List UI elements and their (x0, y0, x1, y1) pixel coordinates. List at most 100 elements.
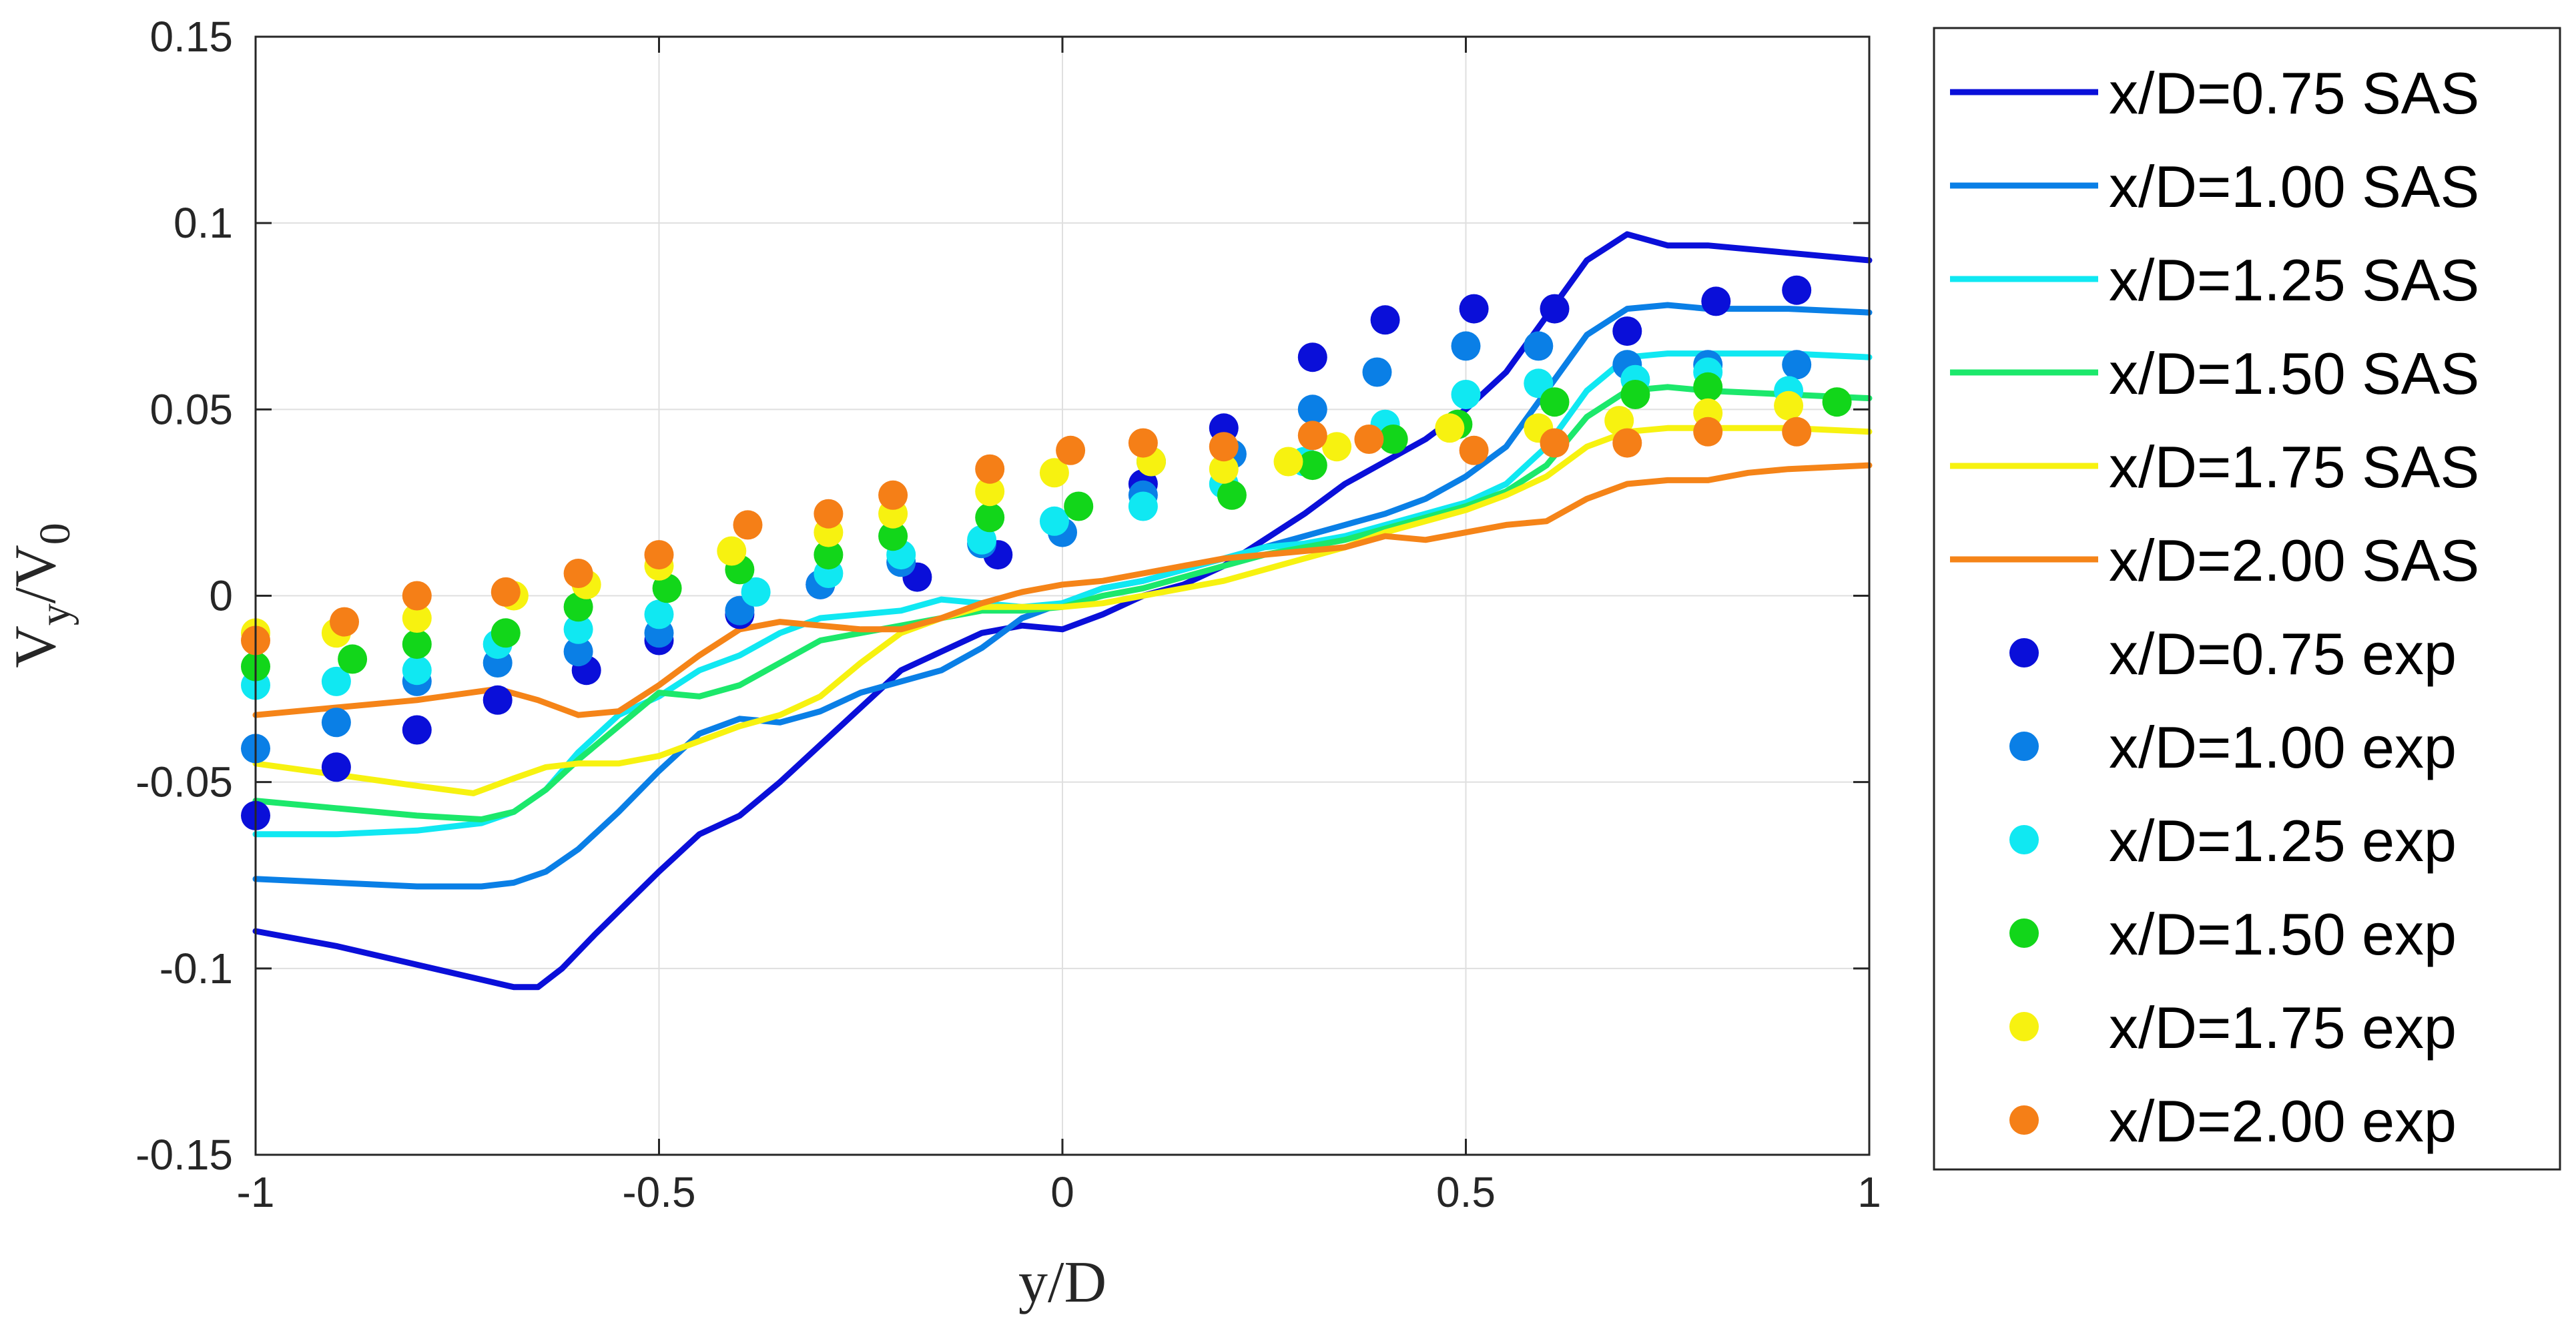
legend-swatch-marker (2009, 918, 2039, 948)
data-point (563, 637, 593, 667)
data-point (1056, 435, 1086, 465)
data-point (1524, 331, 1554, 361)
legend-swatch-marker (2009, 1105, 2039, 1135)
data-point (330, 607, 359, 637)
legend-label: x/D=1.75 exp (2109, 995, 2457, 1061)
data-point (644, 599, 674, 629)
legend-label: x/D=2.00 SAS (2109, 527, 2479, 593)
data-point (1209, 454, 1239, 484)
data-point (975, 477, 1005, 507)
series-12 (241, 417, 1812, 655)
legend-entry: x/D=2.00 exp (2009, 1088, 2457, 1154)
series-6 (252, 462, 1873, 718)
data-point (878, 521, 908, 551)
data-point (1039, 458, 1069, 488)
data-point (402, 715, 432, 745)
data-point (733, 510, 763, 540)
data-point (321, 752, 351, 782)
data-point (1774, 390, 1804, 421)
data-point (491, 618, 521, 648)
data-point (975, 503, 1005, 533)
x-axis-title: y/D (1018, 1250, 1106, 1315)
data-point (814, 499, 844, 529)
legend-label: x/D=1.75 SAS (2109, 434, 2479, 500)
y-tick-label: 0.1 (174, 199, 233, 247)
legend-entry: x/D=0.75 SAS (1950, 60, 2479, 126)
y-tick-label: -0.1 (159, 945, 233, 993)
data-point (1217, 480, 1247, 510)
legend-entry: x/D=1.25 SAS (1950, 247, 2479, 313)
legend-label: x/D=0.75 exp (2109, 621, 2457, 687)
legend: x/D=0.75 SAS x/D=1.00 SAS x/D=1.25 SAS x/D=… (1933, 27, 2561, 1171)
legend-swatch-marker (2009, 825, 2039, 854)
data-point (1459, 294, 1489, 324)
data-point (491, 577, 521, 607)
axes-layer (254, 35, 1871, 1156)
data-point (1693, 417, 1723, 447)
legend-label: x/D=0.75 SAS (2109, 60, 2479, 126)
data-point (1128, 428, 1158, 458)
data-point (1362, 357, 1392, 387)
legend-swatch-marker (2009, 1012, 2039, 1041)
data-point (1604, 406, 1634, 436)
legend-entry: x/D=1.00 exp (2009, 714, 2457, 780)
data-point (1039, 506, 1069, 536)
y-axis-title-mid: /V (3, 545, 68, 603)
y-axis-title-main: V (3, 625, 68, 668)
data-point (717, 536, 747, 566)
x-tick-label: 0 (1050, 1168, 1074, 1216)
y-tick-label: -0.15 (135, 1131, 233, 1179)
data-point (967, 525, 997, 555)
data-point (402, 603, 432, 633)
data-point (1297, 342, 1327, 372)
y-tick-label: 0.05 (149, 385, 233, 433)
data-point (1693, 372, 1723, 402)
legend-entry: x/D=1.50 SAS (1950, 340, 2479, 407)
data-point (1612, 316, 1642, 346)
data-point (741, 577, 771, 607)
x-tick-label: -1 (237, 1168, 275, 1216)
data-point (1540, 294, 1570, 324)
y-axis-title-sub2: 0 (31, 523, 79, 545)
x-tick-label: 1 (1857, 1168, 1881, 1216)
data-point (1612, 428, 1642, 458)
data-point (1322, 432, 1352, 462)
data-point (338, 644, 368, 674)
data-point (1782, 275, 1812, 305)
data-point (652, 573, 682, 603)
x-tick-label: -0.5 (622, 1168, 695, 1216)
legend-label: x/D=1.25 SAS (2109, 247, 2479, 313)
data-point (1297, 394, 1327, 425)
legend-entry: x/D=0.75 exp (2009, 621, 2457, 687)
data-point (402, 581, 432, 611)
data-point (1370, 305, 1400, 335)
data-point (1354, 425, 1384, 454)
data-point (1297, 421, 1327, 451)
data-point (1435, 413, 1465, 443)
data-point (644, 540, 674, 570)
data-point (1128, 491, 1158, 521)
series-line (252, 462, 1873, 718)
legend-label: x/D=1.50 exp (2109, 901, 2457, 967)
series-line (252, 425, 1873, 796)
data-point (563, 592, 593, 622)
data-point (1782, 417, 1812, 447)
data-point (1378, 425, 1408, 454)
legend-entry: x/D=1.75 SAS (1950, 434, 2479, 500)
data-point (975, 454, 1005, 484)
data-point (1209, 432, 1239, 462)
series-5 (252, 425, 1873, 796)
legend-entry: x/D=2.00 SAS (1950, 527, 2479, 593)
data-point (1459, 435, 1489, 465)
data-point (878, 480, 908, 510)
data-point (1701, 286, 1731, 316)
legend-box (1933, 27, 2561, 1171)
legend-label: x/D=2.00 exp (2109, 1088, 2457, 1154)
data-point (1540, 387, 1570, 417)
data-point (1782, 350, 1812, 380)
data-point (1064, 491, 1094, 521)
legend-entry: x/D=1.00 SAS (1950, 154, 2479, 220)
data-point (1451, 331, 1481, 361)
legend-label: x/D=1.25 exp (2109, 808, 2457, 874)
